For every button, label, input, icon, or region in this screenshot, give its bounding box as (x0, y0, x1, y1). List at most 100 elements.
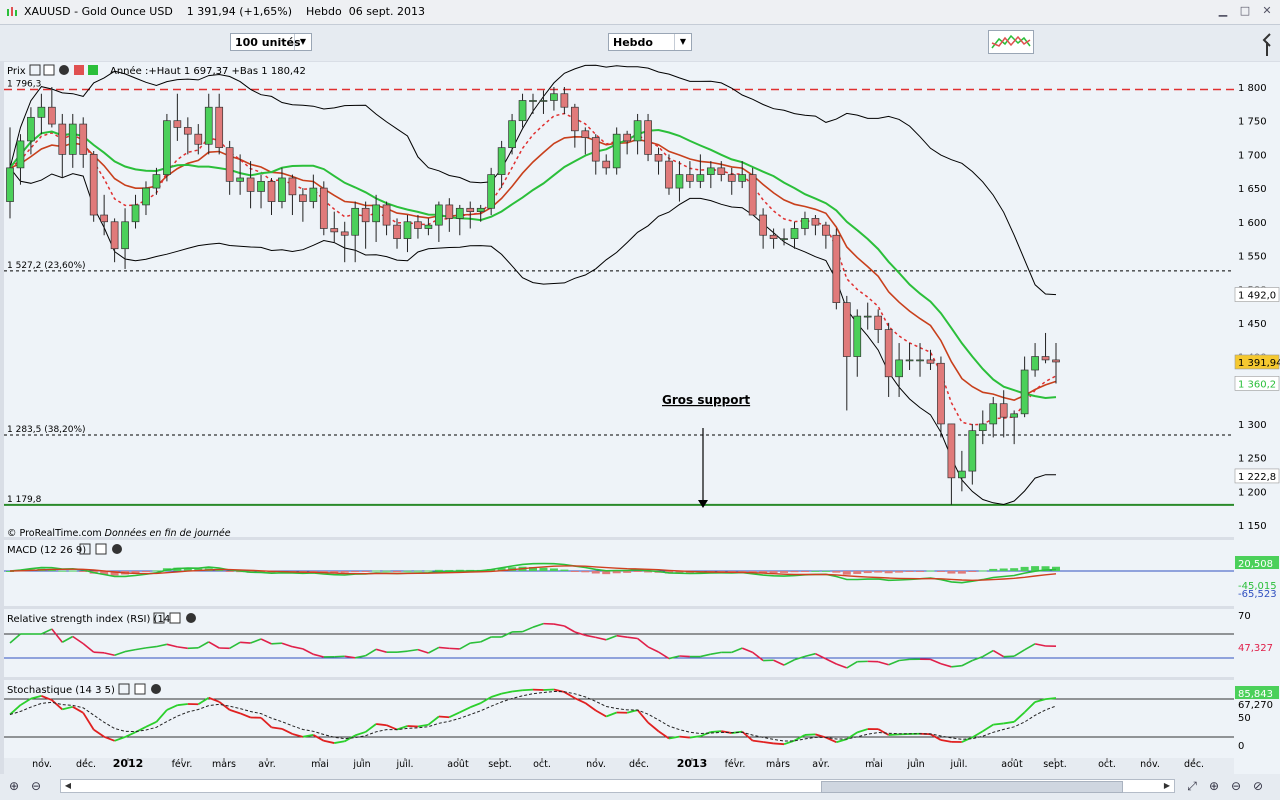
value-tag-text: 20,508 (1238, 559, 1273, 570)
rsi-segment (668, 655, 680, 660)
candle (591, 134, 600, 175)
close-panel-icon[interactable] (151, 684, 161, 694)
zoom-in-icon[interactable]: ⊕ (8, 779, 20, 793)
macd-histogram-bar (738, 571, 747, 572)
minimize-icon[interactable]: ▁ (1218, 4, 1228, 17)
window-icon[interactable] (169, 612, 181, 624)
candle-body (665, 160, 673, 189)
level-label: 1 796,3 (7, 79, 41, 89)
candle (696, 154, 705, 189)
candle (665, 154, 673, 195)
candle-body (319, 187, 328, 229)
rsi-segment (679, 655, 690, 658)
close-panel-icon[interactable] (59, 65, 69, 75)
stoch-k-segment (19, 697, 32, 706)
macd-histogram-bar (926, 570, 935, 572)
candle-body (926, 359, 935, 364)
stoch-k-segment (888, 733, 900, 736)
stoch-k-segment (595, 709, 607, 718)
x-axis-label: avr. (258, 759, 276, 770)
candle (916, 343, 924, 377)
x-axis-label: sept. (488, 759, 512, 770)
wrench-icon[interactable] (153, 612, 165, 624)
zoom-out-icon[interactable]: ⊖ (30, 779, 42, 793)
candle (989, 396, 998, 438)
candle-body (79, 123, 88, 155)
expand-icon[interactable]: ⤢ (1187, 779, 1197, 793)
annotation-text: Gros support (662, 393, 750, 407)
reset-zoom-icon[interactable]: ⊘ (1252, 779, 1264, 793)
candle-body (696, 174, 705, 182)
rsi-segment (992, 649, 1005, 658)
candle-body (853, 315, 862, 357)
candle (257, 174, 265, 209)
stoch-k-segment (82, 712, 95, 731)
candle (194, 124, 203, 155)
macd-histogram-bar (853, 571, 862, 574)
period-select[interactable]: Hebdo ▼ (608, 33, 692, 51)
indicator-chart-icon[interactable] (988, 30, 1034, 54)
scrollbar-thumb[interactable] (821, 781, 1123, 793)
stoch-k-segment (417, 723, 429, 728)
macd-histogram-bar (780, 571, 789, 573)
scroll-left-icon[interactable]: ◀ (64, 781, 72, 790)
side-panel-icon[interactable] (1258, 30, 1276, 60)
rsi-segment (877, 660, 889, 666)
zoom-out-icon[interactable]: ⊖ (1230, 779, 1242, 793)
units-select[interactable]: 100 unités ▼ (230, 33, 312, 51)
rsi-segment (114, 650, 126, 656)
candle-body (508, 120, 516, 148)
candle (47, 87, 56, 128)
stoch-k-segment (584, 702, 597, 712)
window-icon[interactable] (43, 64, 55, 76)
macd-histogram-bar (393, 571, 402, 572)
bollinger-lower (9, 167, 1056, 506)
value-tag-text: -65,523 (1238, 589, 1277, 600)
candle (27, 107, 35, 155)
window-icon[interactable] (95, 543, 107, 555)
rsi-segment (355, 654, 366, 659)
right-tools: ⤢ ⊕ ⊖ ⊘ (1184, 778, 1266, 794)
left-tools: ⊕ ⊖ (6, 778, 44, 794)
candle (1031, 343, 1039, 377)
wrench-icon[interactable] (29, 64, 41, 76)
stoch-k-segment (396, 725, 408, 731)
rsi-segment (396, 650, 408, 653)
zoom-in-icon[interactable]: ⊕ (1208, 779, 1220, 793)
arrow-down-icon[interactable] (74, 65, 84, 75)
x-axis-label: mars (766, 759, 790, 770)
macd-label: MACD (12 26 9) (7, 545, 86, 556)
candle-body (267, 180, 276, 202)
horizontal-scrollbar[interactable]: ◀ ▶ (60, 779, 1175, 793)
candle (727, 167, 736, 195)
close-panel-icon[interactable] (112, 544, 122, 554)
window-icon[interactable] (134, 683, 146, 695)
close-icon[interactable]: ✕ (1262, 4, 1272, 17)
wrench-icon[interactable] (79, 543, 91, 555)
macd-histogram-bar (633, 571, 642, 572)
macd-histogram-bar (916, 571, 925, 572)
maximize-icon[interactable]: □ (1239, 4, 1251, 17)
candle-body (1052, 359, 1060, 363)
close-panel-icon[interactable] (186, 613, 196, 623)
candle (1010, 410, 1019, 445)
candle (937, 356, 945, 438)
arrow-up-icon[interactable] (88, 65, 98, 75)
candle (309, 174, 318, 209)
rsi-segment (103, 652, 115, 657)
macd-histogram-bar (1031, 566, 1040, 571)
wrench-icon[interactable] (118, 683, 130, 695)
x-axis-label: sept. (1043, 759, 1067, 770)
scroll-right-icon[interactable]: ▶ (1163, 781, 1171, 790)
value-tag-text: 1 391,94 (1238, 358, 1280, 369)
candle (759, 208, 767, 249)
candle-body (299, 194, 307, 202)
candle (769, 228, 778, 249)
candle (382, 201, 391, 236)
stoch-k-segment (553, 688, 565, 693)
candle (278, 167, 286, 209)
rsi-segment (930, 658, 942, 665)
candle (89, 151, 98, 222)
macd-histogram-bar (895, 571, 904, 573)
candle-body (163, 120, 171, 175)
